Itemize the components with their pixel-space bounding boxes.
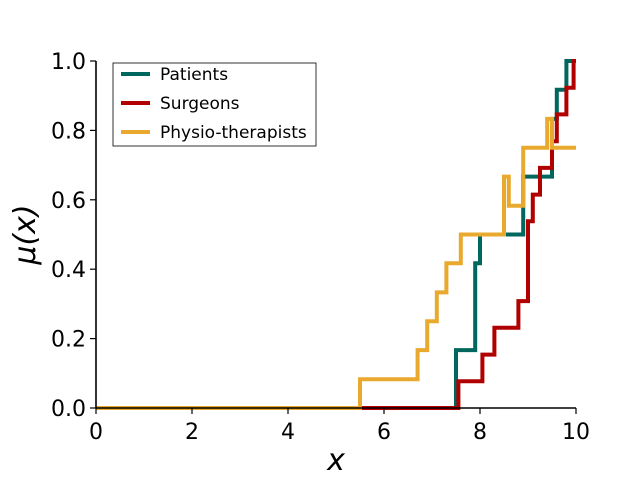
y-axis-label: μ(x) [8,204,43,265]
legend: Patients Surgeons Physio-therapists [112,62,317,147]
x-tick-label: 2 [185,420,199,445]
x-tick-label: 10 [562,420,590,445]
y-tick-label: 0.6 [51,189,86,214]
y-tick-label: 0.2 [51,328,86,353]
x-axis-label: x [326,443,345,478]
legend-label: Physio-therapists [160,123,307,143]
series-line-physio-therapists [96,116,576,410]
plot-lines [96,59,576,410]
y-tick-label: 1.0 [51,50,86,75]
x-tick-label: 6 [377,420,391,445]
y-tick-label: 0.8 [51,119,86,144]
y-axis-ticks: 0.0 0.2 0.4 0.6 0.8 1.0 [51,50,96,422]
series-line-surgeons [96,59,576,410]
axes [95,61,576,409]
legend-label: Patients [160,65,228,85]
y-tick-label: 0.0 [51,397,86,422]
x-tick-label: 8 [473,420,487,445]
legend-items: Patients Surgeons Physio-therapists [121,65,307,143]
legend-label: Surgeons [160,94,240,114]
y-tick-label: 0.4 [51,258,86,283]
x-axis-ticks: 0 2 4 6 8 10 [89,408,590,445]
x-tick-label: 0 [89,420,103,445]
x-tick-label: 4 [281,420,295,445]
